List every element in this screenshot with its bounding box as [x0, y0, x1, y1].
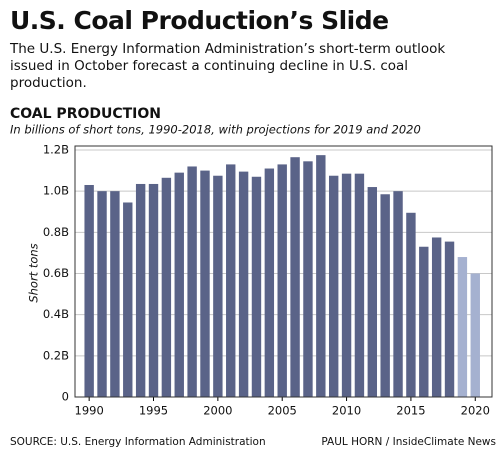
bar	[264, 168, 275, 397]
bar	[213, 175, 223, 397]
x-tick-label: 1990	[75, 404, 104, 418]
section-title: COAL PRODUCTION	[10, 106, 161, 122]
y-tick-label: 0.2B	[43, 348, 69, 362]
bar	[277, 164, 287, 397]
bar	[148, 183, 159, 397]
y-tick-label: 1.0B	[43, 184, 69, 198]
bar	[97, 191, 107, 397]
bar	[419, 246, 429, 397]
bar	[226, 164, 236, 397]
x-tick-label: 1995	[139, 404, 168, 418]
bar	[444, 241, 455, 397]
plot-frame	[74, 145, 493, 398]
bar	[341, 173, 352, 397]
bar	[328, 175, 339, 397]
bar	[251, 176, 262, 397]
bar	[161, 177, 172, 397]
bar	[110, 191, 120, 397]
bar	[303, 161, 313, 397]
bar	[393, 191, 403, 397]
x-tick-label: 2015	[396, 404, 425, 418]
bar	[367, 187, 378, 397]
bar	[135, 183, 146, 397]
credit: PAUL HORN / InsideClimate News	[321, 436, 496, 448]
x-tick-label: 2005	[268, 404, 297, 418]
bar	[84, 184, 94, 397]
source: SOURCE: U.S. Energy Information Administ…	[10, 436, 266, 448]
y-tick-label: 0.4B	[43, 307, 69, 321]
y-tick-label: 0.6B	[43, 266, 69, 280]
x-tick-label: 2020	[461, 404, 490, 418]
y-tick-label: 1.2B	[43, 143, 69, 157]
bar	[316, 155, 326, 397]
chart-title: U.S. Coal Production’s Slide	[10, 6, 389, 35]
bar	[290, 157, 300, 397]
bar	[470, 273, 480, 397]
bar	[406, 212, 416, 397]
chart-note: In billions of short tons, 1990-2018, wi…	[10, 123, 421, 137]
subtitle-line: The U.S. Energy Information Administrati…	[9, 41, 445, 57]
bar	[431, 237, 442, 397]
bar	[238, 171, 249, 397]
bar	[174, 172, 184, 397]
bar	[123, 202, 133, 397]
bar	[200, 170, 210, 397]
subtitle-line: production.	[10, 75, 87, 91]
x-tick-label: 2010	[332, 404, 361, 418]
x-tick-label: 2000	[203, 404, 232, 418]
bar	[457, 257, 468, 397]
y-tick-label: 0	[62, 390, 69, 404]
y-tick-label: 0.8B	[43, 225, 69, 239]
bar	[187, 166, 197, 397]
y-axis-label: Short tons	[27, 243, 41, 302]
bar	[380, 194, 390, 397]
bar	[354, 173, 365, 397]
subtitle-line: issued in October forecast a continuing …	[10, 58, 408, 74]
